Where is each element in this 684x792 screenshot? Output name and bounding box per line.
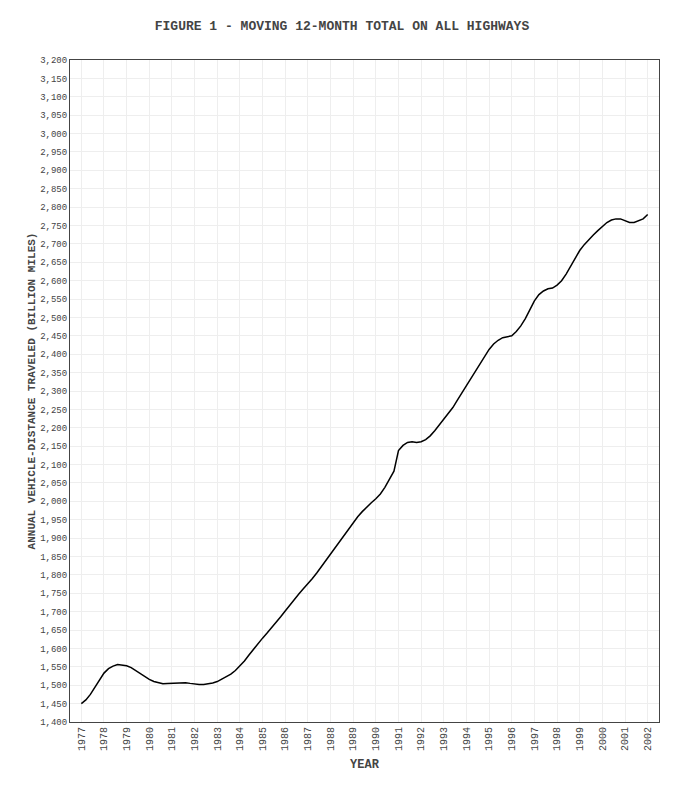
svg-text:2,700: 2,700 xyxy=(40,240,67,250)
svg-text:2,500: 2,500 xyxy=(40,314,67,324)
svg-text:1997: 1997 xyxy=(530,727,541,751)
svg-text:1993: 1993 xyxy=(439,727,450,751)
svg-text:3,050: 3,050 xyxy=(40,111,67,121)
svg-text:2,850: 2,850 xyxy=(40,185,67,195)
svg-text:1,800: 1,800 xyxy=(40,571,67,581)
svg-text:2,550: 2,550 xyxy=(40,295,67,305)
svg-text:2,900: 2,900 xyxy=(40,166,67,176)
svg-text:1,450: 1,450 xyxy=(40,700,67,710)
svg-text:3,000: 3,000 xyxy=(40,130,67,140)
svg-text:1982: 1982 xyxy=(190,727,201,751)
svg-text:2,750: 2,750 xyxy=(40,222,67,232)
svg-text:1989: 1989 xyxy=(348,727,359,751)
svg-text:2,200: 2,200 xyxy=(40,424,67,434)
svg-text:2,100: 2,100 xyxy=(40,461,67,471)
svg-text:3,100: 3,100 xyxy=(40,93,67,103)
svg-text:2,800: 2,800 xyxy=(40,203,67,213)
svg-text:FIGURE 1 - MOVING 12-MONTH TOT: FIGURE 1 - MOVING 12-MONTH TOTAL ON ALL … xyxy=(155,19,530,34)
svg-text:1985: 1985 xyxy=(258,727,269,751)
svg-text:1990: 1990 xyxy=(371,727,382,751)
svg-text:2,400: 2,400 xyxy=(40,350,67,360)
svg-text:2,600: 2,600 xyxy=(40,277,67,287)
svg-text:2,650: 2,650 xyxy=(40,258,67,268)
svg-text:YEAR: YEAR xyxy=(350,758,380,772)
svg-text:2,050: 2,050 xyxy=(40,479,67,489)
svg-text:1,500: 1,500 xyxy=(40,681,67,691)
svg-text:1986: 1986 xyxy=(280,727,291,751)
svg-text:2,300: 2,300 xyxy=(40,387,67,397)
svg-text:2,950: 2,950 xyxy=(40,148,67,158)
svg-text:1987: 1987 xyxy=(303,727,314,751)
svg-text:1977: 1977 xyxy=(77,727,88,751)
svg-text:1,550: 1,550 xyxy=(40,663,67,673)
svg-text:3,200: 3,200 xyxy=(40,56,67,66)
svg-text:1983: 1983 xyxy=(213,727,224,751)
svg-text:1,400: 1,400 xyxy=(40,718,67,728)
svg-text:2,250: 2,250 xyxy=(40,406,67,416)
svg-text:1981: 1981 xyxy=(167,727,178,751)
svg-text:1998: 1998 xyxy=(552,727,563,751)
svg-text:ANNUAL VEHICLE-DISTANCE TRAVEL: ANNUAL VEHICLE-DISTANCE TRAVELED (BILLIO… xyxy=(26,233,38,550)
svg-text:1995: 1995 xyxy=(484,727,495,751)
svg-text:1991: 1991 xyxy=(394,727,405,751)
svg-text:1994: 1994 xyxy=(462,727,473,751)
svg-text:2001: 2001 xyxy=(620,727,631,751)
svg-text:1,850: 1,850 xyxy=(40,553,67,563)
svg-text:1996: 1996 xyxy=(507,727,518,751)
svg-text:1,600: 1,600 xyxy=(40,645,67,655)
svg-text:2002: 2002 xyxy=(643,727,654,751)
svg-text:1,700: 1,700 xyxy=(40,608,67,618)
svg-text:2,450: 2,450 xyxy=(40,332,67,342)
svg-text:2,000: 2,000 xyxy=(40,497,67,507)
svg-text:3,150: 3,150 xyxy=(40,75,67,85)
svg-text:2,350: 2,350 xyxy=(40,369,67,379)
svg-text:2000: 2000 xyxy=(598,727,609,751)
svg-text:1,950: 1,950 xyxy=(40,516,67,526)
svg-text:1984: 1984 xyxy=(235,727,246,751)
svg-text:1,750: 1,750 xyxy=(40,589,67,599)
svg-text:1999: 1999 xyxy=(575,727,586,751)
svg-text:1,650: 1,650 xyxy=(40,626,67,636)
svg-text:1979: 1979 xyxy=(122,727,133,751)
svg-text:1980: 1980 xyxy=(145,727,156,751)
svg-text:1,900: 1,900 xyxy=(40,534,67,544)
svg-text:2,150: 2,150 xyxy=(40,442,67,452)
svg-text:1988: 1988 xyxy=(326,727,337,751)
svg-text:1992: 1992 xyxy=(416,727,427,751)
svg-text:1978: 1978 xyxy=(99,727,110,751)
